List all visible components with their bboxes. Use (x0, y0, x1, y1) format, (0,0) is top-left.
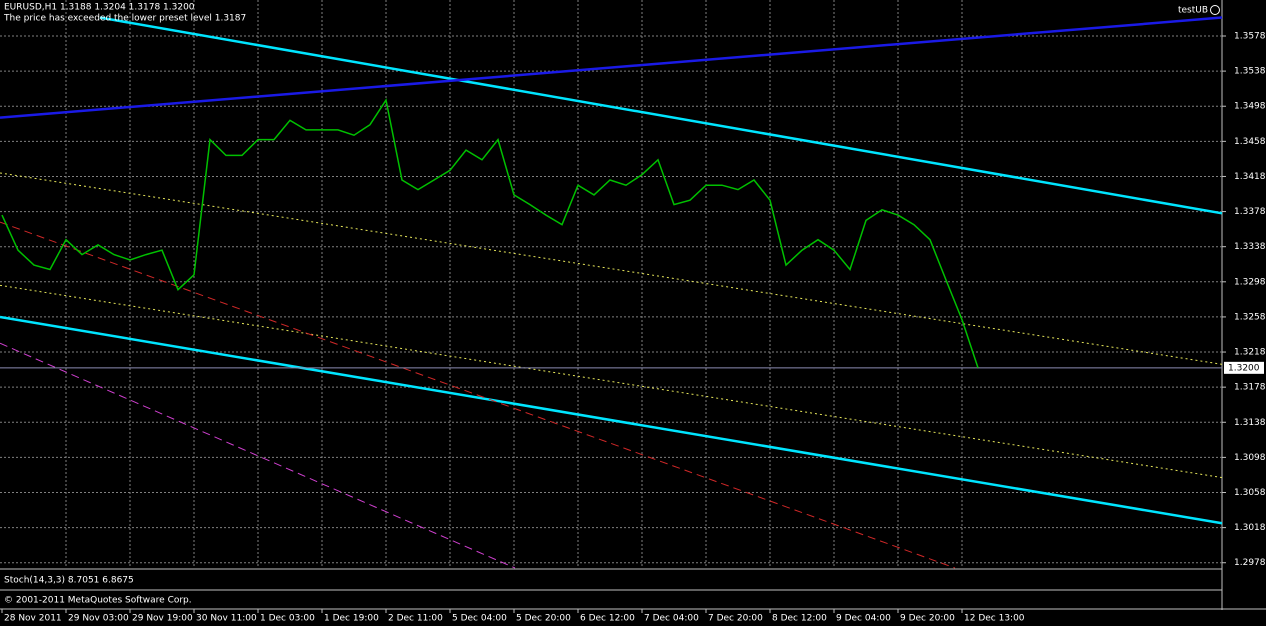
y-tick-label: 1.3298 (1234, 277, 1266, 287)
expert-icon[interactable] (1210, 5, 1220, 15)
y-tick-label: 1.3018 (1234, 523, 1266, 533)
x-tick-label: 9 Dec 04:00 (836, 614, 891, 624)
grid (0, 0, 1222, 568)
x-tick-label: 1 Dec 19:00 (324, 614, 379, 624)
indicator-label: Stoch(14,3,3) 8.7051 6.8675 (4, 576, 134, 586)
y-tick-label: 1.3458 (1234, 137, 1266, 147)
current-price-label: 1.3200 (1228, 363, 1260, 373)
y-tick-label: 1.3538 (1234, 67, 1266, 77)
y-tick-label: 1.3138 (1234, 418, 1266, 428)
price-line (1, 98, 979, 369)
y-tick-label: 1.3498 (1234, 102, 1266, 112)
x-tick-label: 29 Nov 19:00 (132, 614, 193, 624)
y-tick-label: 1.3418 (1234, 172, 1266, 182)
current-price-box (1224, 361, 1264, 374)
y-tick-label: 1.2978 (1234, 558, 1266, 568)
trend-line (0, 221, 956, 569)
x-tick-label: 29 Nov 03:00 (68, 614, 129, 624)
y-tick-label: 1.3178 (1234, 383, 1266, 393)
x-tick-label: 1 Dec 03:00 (260, 614, 315, 624)
y-tick-label: 1.3578 (1234, 31, 1266, 41)
y-tick-label: 1.3058 (1234, 488, 1266, 498)
y-tick-label: 1.3218 (1234, 348, 1266, 358)
x-tick-label: 2 Dec 11:00 (388, 614, 443, 624)
y-tick-label: 1.3258 (1234, 312, 1266, 322)
indicator-label: © 2001-2011 MetaQuotes Software Corp. (4, 596, 192, 606)
x-tick-label: 7 Dec 04:00 (644, 614, 699, 624)
y-tick-label: 1.3098 (1234, 453, 1266, 463)
chart-title: EURUSD,H1 1.3188 1.3204 1.3178 1.3200 (4, 3, 195, 13)
trend-line (99, 16, 1223, 215)
expert-name: testUB (1178, 6, 1208, 16)
x-tick-label: 9 Dec 20:00 (900, 614, 955, 624)
plot (0, 16, 1223, 569)
x-tick-label: 30 Nov 11:00 (196, 614, 257, 624)
x-tick-label: 6 Dec 12:00 (580, 614, 635, 624)
trend-line (0, 284, 1223, 479)
x-tick-label: 5 Dec 04:00 (452, 614, 507, 624)
trend-line (0, 172, 1223, 365)
trend-line (0, 342, 516, 569)
y-tick-label: 1.3338 (1234, 242, 1266, 252)
x-tick-label: 28 Nov 2011 (4, 614, 62, 624)
y-tick-label: 1.3378 (1234, 207, 1266, 217)
x-tick-label: 8 Dec 12:00 (772, 614, 827, 624)
x-tick-label: 12 Dec 13:00 (964, 614, 1025, 624)
x-tick-label: 5 Dec 20:00 (516, 614, 571, 624)
trend-line (0, 315, 1223, 525)
alert-text: The price has exceeded the lower preset … (3, 14, 246, 24)
trend-line (0, 16, 1223, 119)
x-tick-label: 7 Dec 20:00 (708, 614, 763, 624)
